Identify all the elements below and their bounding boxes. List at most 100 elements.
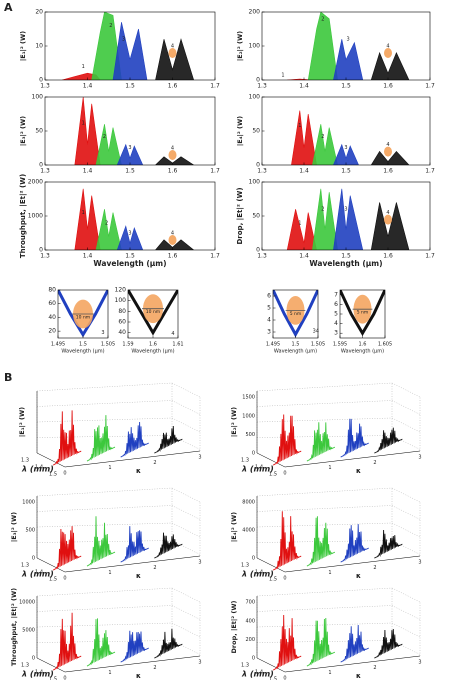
peak-shape — [374, 628, 403, 659]
y-axis-label: Drop, |Et|² (W) — [236, 187, 245, 244]
x-tick-label: 1.4 — [83, 83, 93, 90]
grid-line — [36, 487, 173, 497]
x-tick-label: 1.7 — [425, 168, 435, 175]
panel-label: B — [4, 371, 12, 384]
x-tick-label: 1.5 — [125, 83, 135, 90]
annotation: 2 — [321, 16, 324, 22]
kappa-axis-label: κ — [356, 572, 361, 580]
x-tick-label: 1.59 — [122, 342, 133, 348]
y-tick-label: 60 — [118, 319, 126, 326]
lambda-axis-label: λ (mm) — [21, 570, 54, 579]
kappa-axis-label: κ — [136, 572, 141, 580]
grid-line — [256, 400, 393, 407]
y-tick-label: 0 — [256, 77, 260, 84]
kappa-tick-label: 1 — [108, 465, 111, 471]
x-tick-label: 1.7 — [210, 83, 220, 90]
grid-line — [391, 382, 421, 398]
kappa-tick-label: 2 — [153, 460, 156, 466]
axis — [284, 655, 421, 673]
kappa-tick-label: 2 — [153, 665, 156, 671]
annotation: 2 — [103, 134, 106, 140]
y-tick-label: 6 — [267, 293, 271, 300]
peak-shape — [272, 614, 302, 671]
spectrum — [370, 202, 410, 250]
curve — [58, 290, 108, 338]
y-tick-label: 100 — [249, 179, 261, 186]
z-tick-label: 1000 — [242, 413, 255, 419]
spectrum — [91, 12, 122, 80]
kappa-tick-label: 3 — [198, 455, 201, 461]
z-tick-label: 10000 — [19, 600, 35, 606]
grid-line — [391, 505, 421, 520]
grid-line — [256, 605, 393, 612]
y-tick-label: 5 — [267, 305, 271, 312]
y-tick-label: 0 — [39, 247, 43, 254]
peak-shape — [306, 617, 336, 667]
kappa-tick-label: 1 — [108, 570, 111, 576]
x-tick-label: 1.495 — [51, 342, 65, 348]
peak-shape — [374, 427, 403, 454]
kappa-tick-label: 2 — [373, 565, 376, 571]
axis — [256, 557, 286, 573]
y-tick-label: 50 — [35, 128, 43, 135]
grid-line — [391, 400, 421, 415]
spectrum — [370, 51, 410, 80]
peak-shape — [52, 612, 82, 671]
x-tick-label: 1.3 — [40, 83, 50, 90]
z-tick-label: 8000 — [242, 500, 255, 506]
highlight — [384, 214, 392, 225]
x-tick-label: 1.6 — [383, 168, 393, 175]
z-tick-label: 500 — [245, 432, 255, 438]
lambda-tick-label: 1.5 — [49, 577, 57, 583]
kappa-axis-label: κ — [356, 467, 361, 475]
y-tick-label: 80 — [48, 287, 56, 294]
annotation: 1 — [82, 120, 85, 126]
spectrum — [155, 239, 195, 250]
annotation: 2 — [109, 23, 112, 29]
x-tick-label: 1.7 — [425, 83, 435, 90]
spectrum — [155, 156, 195, 165]
kappa-tick-label: 1 — [328, 570, 331, 576]
lambda-tick-label: 1.3 — [21, 663, 29, 669]
lambda-axis-label: λ (mm) — [21, 465, 54, 474]
annotation: 4 — [171, 44, 174, 50]
peak-shape — [272, 511, 302, 571]
x-tick-label: 1.6 — [149, 342, 157, 348]
spectrum — [74, 97, 101, 165]
grid-line — [391, 417, 421, 433]
axis — [256, 657, 286, 673]
peak-shape — [120, 630, 149, 663]
annotation: 3 — [344, 145, 347, 151]
y-tick-label: 20 — [35, 9, 43, 16]
x-tick-label: 1.5 — [341, 83, 351, 90]
z-tick-label: 1500 — [242, 395, 255, 401]
x-axis-label: Wavelength (μm) — [274, 349, 317, 355]
grid-line — [171, 605, 201, 620]
y-tick-label: 50 — [252, 128, 260, 135]
x-tick-label: 1.3 — [257, 83, 267, 90]
z-axis-label: |E₃|² (W) — [10, 512, 19, 542]
annotation: 4 — [386, 44, 389, 50]
y-tick-label: 2000 — [28, 179, 43, 186]
spectrum — [333, 39, 364, 80]
kappa-tick-label: 3 — [198, 660, 201, 666]
spectrum — [312, 124, 338, 165]
annotation: 3 — [128, 231, 131, 237]
grid-line — [391, 487, 421, 503]
peak-shape — [52, 410, 82, 466]
curve — [340, 290, 385, 337]
curve — [128, 290, 178, 336]
grid-line — [256, 505, 393, 512]
lambda-tick-label: 1.4 — [35, 465, 43, 471]
x-tick-label: 1.505 — [101, 342, 115, 348]
grid-line — [36, 622, 173, 628]
y-tick-label: 0 — [39, 162, 43, 169]
spectrum — [291, 110, 317, 165]
grid-line — [391, 605, 421, 620]
highlight — [168, 150, 177, 160]
y-tick-label: 80 — [118, 308, 126, 315]
grid-line — [391, 540, 421, 555]
x-tick-label: 1.5 — [125, 253, 135, 260]
annotation: 3 — [344, 207, 347, 213]
